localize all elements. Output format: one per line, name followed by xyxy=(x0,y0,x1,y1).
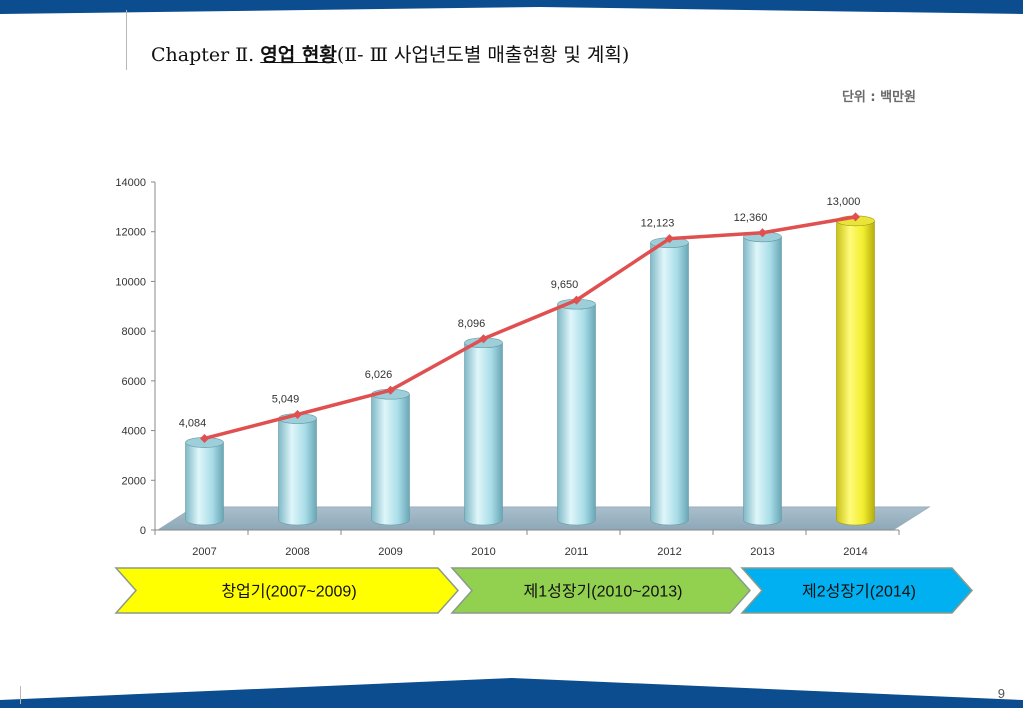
x-tick-label: 2012 xyxy=(657,546,681,558)
page-number: 9 xyxy=(997,686,1005,701)
bar-2011 xyxy=(557,304,596,526)
phase-arrow-3 xyxy=(740,567,974,614)
x-tick-label: 2010 xyxy=(471,546,495,558)
footer-band xyxy=(0,678,1023,708)
bar-2007 xyxy=(185,442,224,526)
bar-2012 xyxy=(650,242,689,526)
phase-label-2: 제1성장기(2010~2013) xyxy=(524,583,683,601)
bar-2009 xyxy=(371,394,410,526)
y-tick-label: 4000 xyxy=(122,426,146,438)
page-title: Chapter Ⅱ. 영업 현황(Ⅱ- Ⅲ 사업년도별 매출현황 및 계획) xyxy=(151,40,629,67)
chart-floor xyxy=(156,506,931,531)
phase-arrow-2 xyxy=(450,567,752,614)
y-tick-label: 12000 xyxy=(115,227,146,239)
x-tick-label: 2009 xyxy=(378,546,402,558)
line-marker-2010 xyxy=(479,334,488,344)
line-marker-2014 xyxy=(851,212,860,222)
data-label: 9,650 xyxy=(551,279,579,291)
y-tick-label: 8000 xyxy=(122,326,146,338)
data-label: 8,096 xyxy=(458,318,486,330)
line-marker-2012 xyxy=(665,234,674,244)
header-divider xyxy=(126,10,127,70)
title-suffix: (Ⅱ- Ⅲ 사업년도별 매출현황 및 계획) xyxy=(336,44,630,66)
footer-divider xyxy=(20,686,21,704)
line-marker-2009 xyxy=(386,385,395,395)
title-prefix: Chapter Ⅱ. xyxy=(151,44,261,66)
phase-label-3: 제2성장기(2014) xyxy=(802,583,916,601)
y-tick-label: 14000 xyxy=(115,177,146,189)
data-label: 12,360 xyxy=(734,212,768,224)
y-tick-label: 2000 xyxy=(122,475,146,487)
trend-line xyxy=(204,215,856,441)
phase-label-1: 창업기(2007~2009) xyxy=(221,583,356,601)
y-tick-label: 0 xyxy=(140,525,146,537)
y-tick-label: 10000 xyxy=(115,276,146,288)
data-label: 12,123 xyxy=(641,218,675,230)
line-marker-2013 xyxy=(758,228,767,238)
data-label: 6,026 xyxy=(365,369,393,381)
data-label: 4,084 xyxy=(179,417,207,429)
bar-2008 xyxy=(278,418,317,526)
line-marker-2007 xyxy=(200,433,209,443)
title-highlight: 영업 현황 xyxy=(260,44,337,66)
x-tick-label: 2007 xyxy=(192,546,216,558)
y-tick-label: 6000 xyxy=(122,376,146,388)
x-tick-label: 2014 xyxy=(843,546,867,558)
bar-2010 xyxy=(464,342,503,526)
line-marker-2008 xyxy=(293,409,302,419)
bar-2014 xyxy=(836,220,875,526)
data-label: 5,049 xyxy=(272,393,300,405)
x-tick-label: 2013 xyxy=(750,546,774,558)
bar-2013 xyxy=(743,236,782,526)
x-tick-label: 2011 xyxy=(565,546,589,558)
line-marker-2011 xyxy=(572,295,581,305)
header-band xyxy=(0,0,1023,14)
data-label: 13,000 xyxy=(827,196,861,208)
unit-label: 단위 : 백만원 xyxy=(841,90,916,105)
phase-arrow-1 xyxy=(114,567,460,614)
x-tick-label: 2008 xyxy=(285,546,309,558)
